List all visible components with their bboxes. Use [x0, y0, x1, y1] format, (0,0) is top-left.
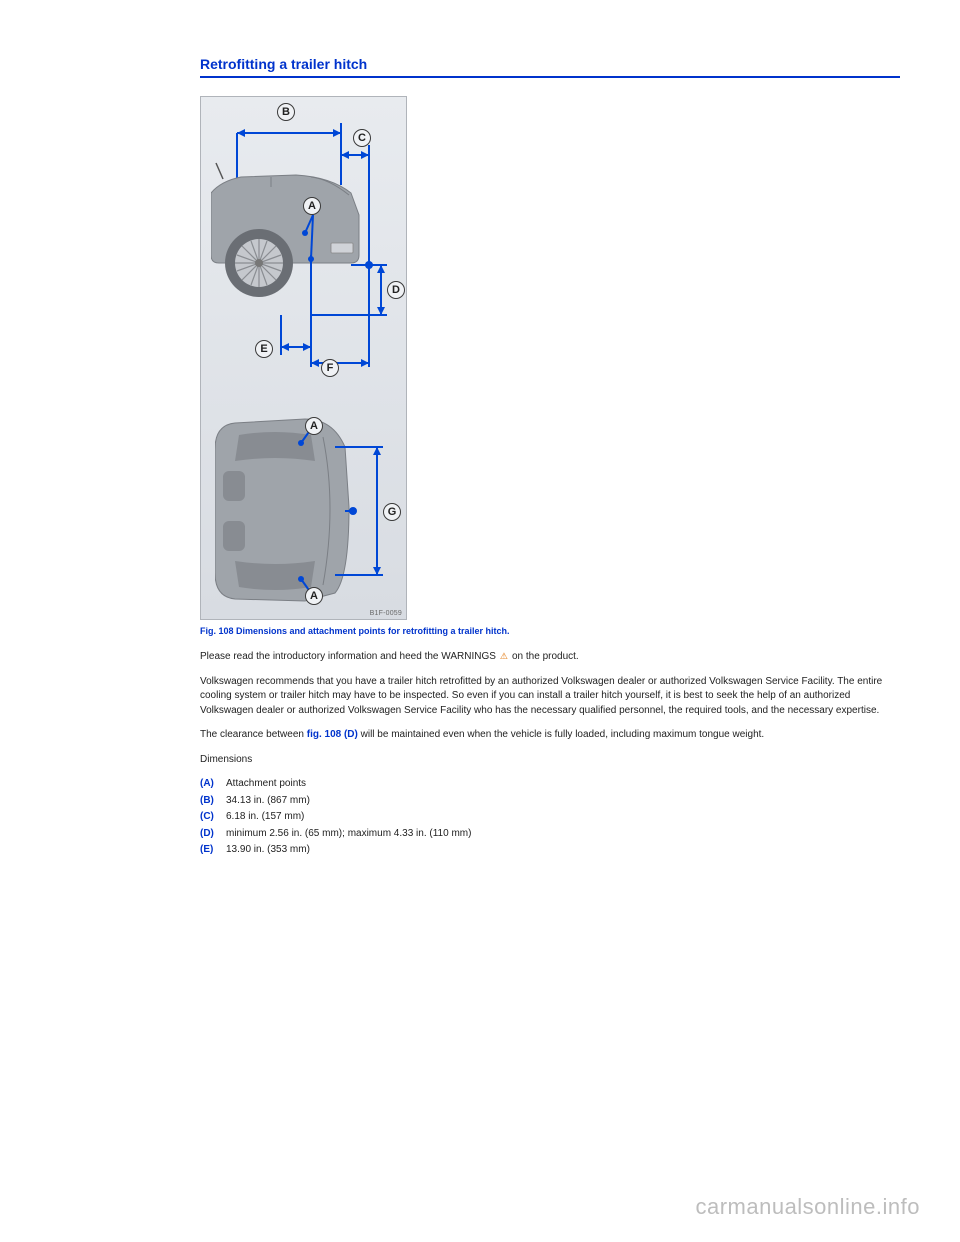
dim-key-e: (E) — [200, 843, 226, 858]
dim-val-d: minimum 2.56 in. (65 mm); maximum 4.33 i… — [226, 827, 471, 842]
dim-row-c: (C)6.18 in. (157 mm) — [200, 810, 900, 825]
dim-label-e: E — [255, 340, 273, 358]
dim-label-a-top2: A — [305, 587, 323, 605]
p3-figref-link[interactable]: fig. 108 (D) — [307, 729, 358, 740]
dim-label-d: D — [387, 281, 405, 299]
p3-post: will be maintained even when the vehicle… — [361, 729, 765, 740]
dim-key-c: (C) — [200, 810, 226, 825]
p3-pre: The clearance between — [200, 729, 307, 740]
dim-row-e: (E)13.90 in. (353 mm) — [200, 843, 900, 858]
car-top-diagram — [215, 417, 393, 605]
p1-pre: Please read the introductory information… — [200, 650, 496, 665]
footer-watermark: carmanualsonline.info — [695, 1194, 920, 1220]
paragraph-2: Volkswagen recommends that you have a tr… — [200, 675, 900, 719]
p1-post: on the product. — [512, 650, 579, 665]
figure-caption: Fig. 108 Dimensions and attachment point… — [200, 626, 900, 636]
dim-val-c: 6.18 in. (157 mm) — [226, 810, 304, 825]
dim-key-a: (A) — [200, 777, 226, 792]
diagram-container: B C A D E F A G A B1F-0059 — [200, 96, 407, 620]
section-title: Retrofitting a trailer hitch — [200, 56, 900, 78]
dim-row-b: (B)34.13 in. (867 mm) — [200, 794, 900, 809]
warning-icon: ⚠ — [500, 650, 508, 663]
dim-label-c: C — [353, 129, 371, 147]
warning-paragraph: Please read the introductory information… — [200, 650, 900, 665]
dim-label-a-top1: A — [305, 417, 323, 435]
body-text-block: Please read the introductory information… — [200, 650, 900, 858]
dim-val-b: 34.13 in. (867 mm) — [226, 794, 310, 809]
dim-label-a-side: A — [303, 197, 321, 215]
dim-label-b: B — [277, 103, 295, 121]
paragraph-3: The clearance between fig. 108 (D) will … — [200, 728, 900, 743]
dim-val-e: 13.90 in. (353 mm) — [226, 843, 310, 858]
dim-label-f: F — [321, 359, 339, 377]
car-side-diagram — [211, 115, 391, 375]
dim-key-d: (D) — [200, 827, 226, 842]
dim-row-a: (A)Attachment points — [200, 777, 900, 792]
dim-row-d: (D)minimum 2.56 in. (65 mm); maximum 4.3… — [200, 827, 900, 842]
dim-label-g: G — [383, 503, 401, 521]
dim-val-a: Attachment points — [226, 777, 306, 792]
dimensions-heading: Dimensions — [200, 753, 900, 768]
figure-ref-code: B1F-0059 — [370, 610, 402, 617]
dim-key-b: (B) — [200, 794, 226, 809]
dimensions-list: (A)Attachment points (B)34.13 in. (867 m… — [200, 777, 900, 858]
